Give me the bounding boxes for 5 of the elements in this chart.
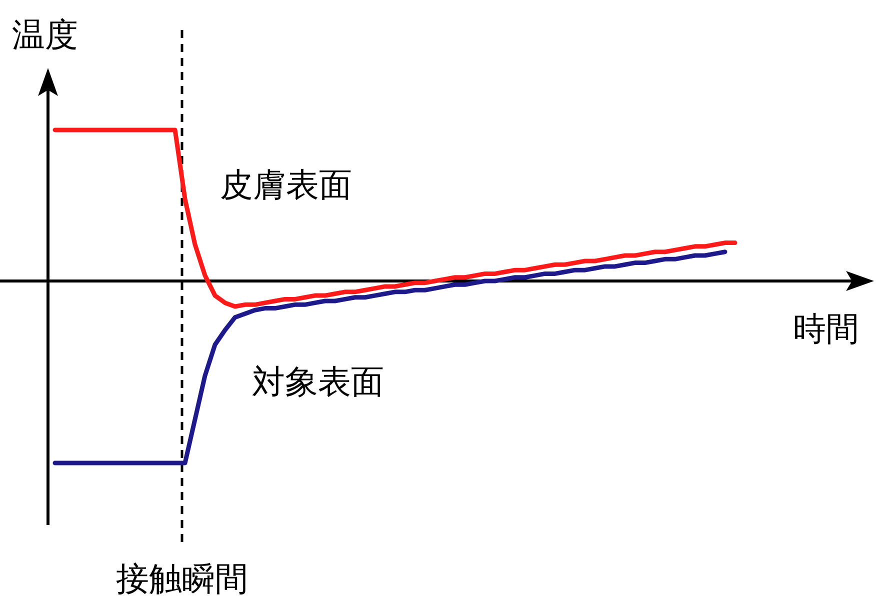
x-axis-title: 時間 bbox=[793, 309, 859, 348]
y-axis-title: 温度 bbox=[12, 15, 78, 54]
series-label: 対象表面 bbox=[252, 362, 384, 401]
text: 接触瞬間 bbox=[116, 559, 248, 598]
series-label: 皮膚表面 bbox=[220, 165, 352, 204]
